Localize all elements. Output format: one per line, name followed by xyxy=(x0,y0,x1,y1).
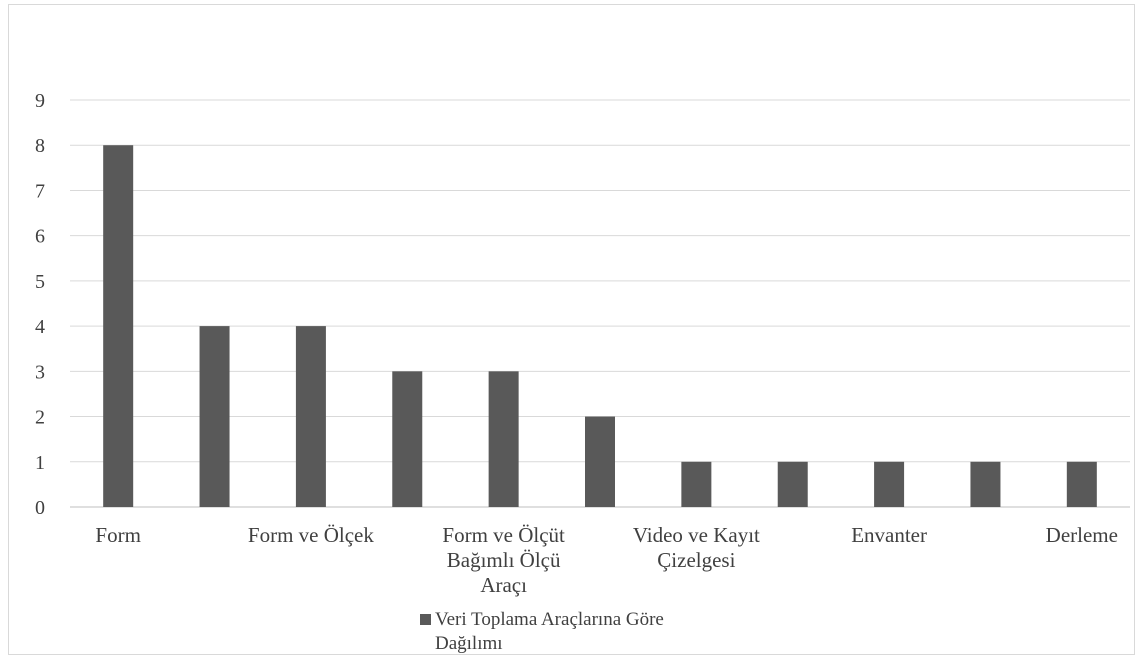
y-tick-label: 8 xyxy=(35,135,45,157)
legend-swatch xyxy=(420,614,431,625)
y-tick-label: 1 xyxy=(35,452,45,474)
y-tick-label: 6 xyxy=(35,226,45,248)
y-tick-label: 0 xyxy=(35,497,45,519)
bar xyxy=(874,461,905,507)
legend-label: Dağılımı xyxy=(435,633,503,654)
bar xyxy=(585,416,615,507)
legend-label: Veri Toplama Araçlarına Göre xyxy=(435,609,664,630)
bar xyxy=(103,145,134,507)
x-tick-label: Video ve Kayıt xyxy=(633,523,760,547)
y-tick-label: 4 xyxy=(35,316,45,338)
y-tick-label: 5 xyxy=(35,271,45,293)
bar xyxy=(970,461,1001,507)
x-tick-label: Çizelgesi xyxy=(657,548,735,572)
x-tick-label: Form ve Ölçek xyxy=(248,523,374,547)
x-tick-label: Araçı xyxy=(480,573,527,597)
x-tick-label: Envanter xyxy=(851,523,927,547)
bar xyxy=(392,371,423,507)
bar xyxy=(1066,461,1097,507)
x-tick-label: Form xyxy=(95,523,141,547)
bar xyxy=(681,461,712,507)
y-tick-label: 7 xyxy=(35,180,45,202)
x-tick-label: Bağımlı Ölçü xyxy=(447,548,561,572)
y-tick-label: 2 xyxy=(35,407,45,429)
bar xyxy=(199,326,230,507)
y-tick-label: 9 xyxy=(35,90,45,112)
x-tick-label: Form ve Ölçüt xyxy=(442,523,565,547)
bar xyxy=(488,371,519,507)
x-tick-label: Derleme xyxy=(1046,523,1118,547)
bar xyxy=(777,461,808,507)
y-tick-label: 3 xyxy=(35,361,45,383)
bar xyxy=(295,326,326,507)
chart-frame xyxy=(8,4,1135,655)
